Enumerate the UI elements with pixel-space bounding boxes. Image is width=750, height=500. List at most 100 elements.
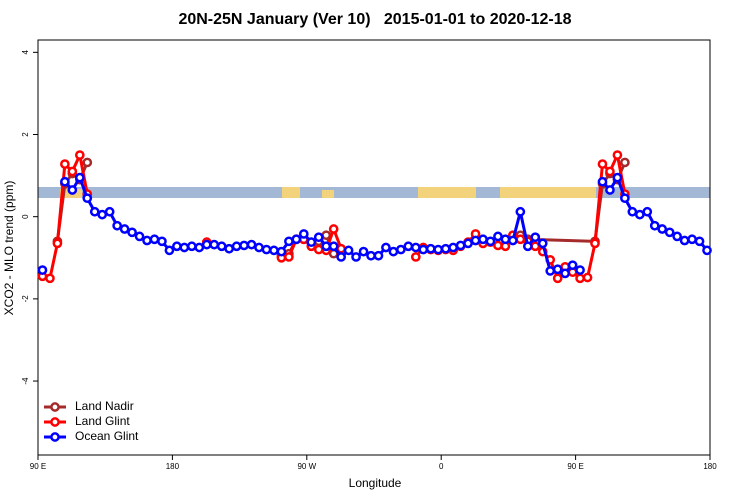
data-point bbox=[396, 244, 406, 255]
data-point bbox=[328, 241, 339, 252]
legend-label: Land Nadir bbox=[75, 399, 134, 413]
data-point bbox=[522, 241, 533, 252]
data-point bbox=[67, 166, 78, 177]
data-point bbox=[82, 157, 93, 168]
data-point bbox=[508, 235, 518, 246]
legend-marker bbox=[50, 402, 60, 412]
data-point bbox=[597, 159, 608, 169]
data-point bbox=[261, 244, 272, 255]
data-point bbox=[149, 234, 160, 245]
y-axis-label: XCO2 - MLO trend (ppm) bbox=[2, 181, 16, 316]
data-point bbox=[142, 235, 152, 246]
data-point bbox=[388, 246, 399, 257]
data-point bbox=[657, 224, 668, 234]
data-point bbox=[627, 206, 638, 217]
data-point bbox=[351, 252, 361, 262]
y-tick-label: -2 bbox=[21, 295, 30, 303]
data-point bbox=[366, 250, 376, 261]
data-point bbox=[209, 239, 220, 250]
data-point bbox=[164, 245, 175, 256]
data-point bbox=[545, 266, 556, 276]
y-tick-label: -4 bbox=[21, 377, 30, 385]
data-point bbox=[560, 268, 570, 279]
data-point bbox=[45, 273, 55, 284]
data-point bbox=[127, 227, 137, 238]
ocean-strip bbox=[38, 187, 710, 198]
data-point bbox=[284, 236, 294, 247]
data-point bbox=[291, 234, 302, 245]
data-point bbox=[582, 272, 593, 283]
data-point bbox=[410, 252, 421, 262]
data-point bbox=[284, 252, 294, 262]
data-point bbox=[313, 232, 324, 243]
data-point bbox=[620, 157, 630, 168]
x-tick-label: 0 bbox=[439, 462, 444, 471]
data-point bbox=[463, 238, 473, 249]
legend-label: Land Glint bbox=[75, 414, 130, 428]
data-point bbox=[52, 238, 63, 249]
data-point bbox=[298, 229, 309, 239]
data-point bbox=[246, 239, 257, 250]
data-point bbox=[590, 238, 600, 249]
data-point bbox=[239, 240, 249, 251]
data-point bbox=[224, 243, 234, 254]
data-point bbox=[74, 172, 85, 183]
data-point bbox=[679, 235, 690, 246]
data-point bbox=[134, 231, 145, 242]
data-point bbox=[269, 245, 279, 256]
data-point bbox=[605, 185, 615, 195]
data-point bbox=[60, 176, 70, 187]
data-point bbox=[612, 150, 623, 160]
data-point bbox=[634, 209, 645, 220]
data-point bbox=[425, 243, 436, 254]
data-point bbox=[470, 235, 481, 246]
data-point bbox=[373, 250, 384, 261]
data-point bbox=[448, 242, 458, 253]
data-point bbox=[694, 236, 705, 247]
data-point bbox=[478, 234, 488, 245]
data-point bbox=[605, 166, 615, 177]
data-point bbox=[254, 242, 264, 253]
data-point bbox=[455, 240, 466, 251]
data-point bbox=[216, 241, 227, 252]
data-point bbox=[664, 227, 675, 238]
data-point bbox=[552, 273, 563, 284]
land-strip bbox=[500, 187, 596, 198]
data-point bbox=[410, 242, 421, 253]
data-point bbox=[552, 264, 563, 275]
data-point bbox=[321, 241, 332, 252]
data-point bbox=[104, 206, 115, 217]
data-point bbox=[537, 238, 548, 249]
land-strip bbox=[322, 190, 334, 198]
data-point bbox=[575, 273, 585, 284]
data-point bbox=[493, 240, 503, 251]
data-point bbox=[433, 244, 444, 255]
data-point bbox=[358, 246, 369, 257]
data-point bbox=[672, 231, 682, 242]
data-point bbox=[620, 193, 630, 204]
data-point bbox=[702, 245, 712, 256]
data-point bbox=[515, 206, 526, 217]
data-point bbox=[500, 234, 511, 245]
data-point bbox=[575, 265, 585, 275]
data-point bbox=[418, 244, 429, 255]
data-point bbox=[82, 193, 93, 204]
data-point bbox=[440, 243, 451, 254]
x-tick-label: 180 bbox=[166, 462, 180, 471]
land-strip bbox=[282, 187, 300, 198]
legend-marker bbox=[50, 432, 60, 442]
x-tick-label: 90 E bbox=[30, 462, 46, 471]
data-point bbox=[530, 232, 541, 243]
y-tick-label: 2 bbox=[21, 132, 30, 137]
data-point bbox=[328, 224, 339, 234]
data-point bbox=[597, 176, 608, 187]
data-point bbox=[567, 260, 578, 271]
data-point bbox=[276, 246, 287, 257]
y-tick-label: 0 bbox=[21, 214, 30, 219]
data-point bbox=[112, 220, 122, 231]
data-point bbox=[37, 265, 48, 275]
data-point bbox=[306, 237, 317, 248]
